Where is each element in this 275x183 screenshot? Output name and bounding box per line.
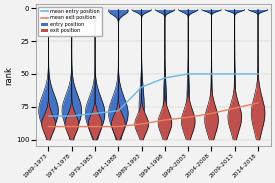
Y-axis label: rank: rank	[4, 66, 13, 85]
Legend: mean entry position, mean exit position, entry position, exit position: mean entry position, mean exit position,…	[38, 7, 102, 36]
